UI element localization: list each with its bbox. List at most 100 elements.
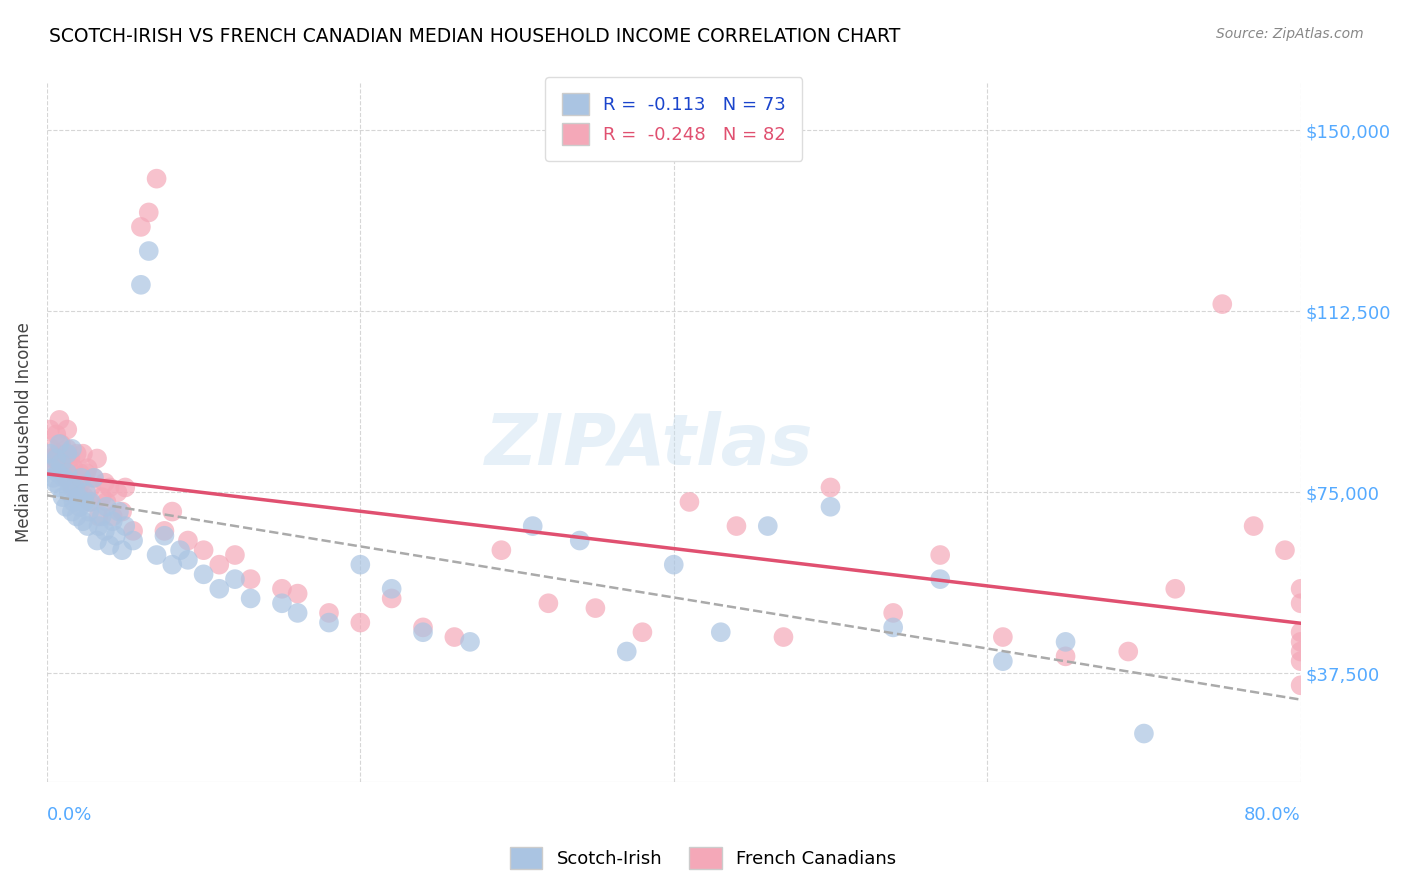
Point: [49, 437, 72, 451]
Point: [537, 596, 560, 610]
Point: [63, 471, 86, 485]
Point: [412, 625, 434, 640]
Point: [98, 538, 121, 552]
Point: [929, 548, 952, 562]
Point: [77, 505, 100, 519]
Point: [83, 471, 105, 485]
Point: [42, 471, 65, 485]
Point: [991, 654, 1014, 668]
Point: [111, 543, 134, 558]
Point: [568, 533, 591, 548]
Point: [1289, 582, 1312, 596]
Point: [177, 533, 200, 548]
Point: [162, 505, 184, 519]
Point: [583, 601, 606, 615]
Point: [44, 461, 66, 475]
Point: [86, 451, 108, 466]
Point: [138, 205, 160, 219]
Point: [1054, 635, 1077, 649]
Text: SCOTCH-IRISH VS FRENCH CANADIAN MEDIAN HOUSEHOLD INCOME CORRELATION CHART: SCOTCH-IRISH VS FRENCH CANADIAN MEDIAN H…: [49, 27, 901, 45]
Point: [616, 644, 638, 658]
Y-axis label: Median Household Income: Median Household Income: [15, 322, 32, 542]
Point: [1289, 625, 1312, 640]
Point: [60, 505, 83, 519]
Point: [56, 423, 79, 437]
Point: [1133, 726, 1156, 740]
Point: [412, 620, 434, 634]
Point: [631, 625, 654, 640]
Point: [41, 461, 63, 475]
Text: Source: ZipAtlas.com: Source: ZipAtlas.com: [1216, 27, 1364, 41]
Point: [239, 591, 262, 606]
Point: [129, 277, 152, 292]
Point: [51, 466, 73, 480]
Point: [145, 548, 167, 562]
Point: [929, 572, 952, 586]
Point: [69, 466, 91, 480]
Point: [60, 480, 83, 494]
Point: [53, 451, 76, 466]
Point: [208, 558, 231, 572]
Point: [70, 475, 93, 490]
Point: [349, 558, 371, 572]
Point: [820, 500, 842, 514]
Point: [725, 519, 748, 533]
Point: [145, 171, 167, 186]
Point: [1289, 596, 1312, 610]
Point: [208, 582, 231, 596]
Point: [1289, 644, 1312, 658]
Point: [491, 543, 513, 558]
Point: [87, 519, 110, 533]
Text: ZIPAtlas: ZIPAtlas: [485, 411, 813, 481]
Point: [83, 471, 105, 485]
Point: [46, 447, 69, 461]
Point: [73, 495, 96, 509]
Point: [101, 509, 124, 524]
Point: [42, 451, 65, 466]
Point: [59, 451, 82, 466]
Point: [1289, 654, 1312, 668]
Point: [94, 475, 117, 490]
Point: [271, 582, 294, 596]
Point: [63, 480, 86, 494]
Point: [51, 490, 73, 504]
Point: [58, 485, 80, 500]
Legend: Scotch-Irish, French Canadians: Scotch-Irish, French Canadians: [501, 838, 905, 879]
Point: [73, 490, 96, 504]
Point: [662, 558, 685, 572]
Point: [41, 442, 63, 456]
Point: [80, 495, 103, 509]
Point: [66, 447, 89, 461]
Point: [60, 442, 83, 456]
Point: [39, 423, 62, 437]
Legend: R =  -0.113   N = 73, R =  -0.248   N = 82: R = -0.113 N = 73, R = -0.248 N = 82: [546, 78, 803, 161]
Point: [162, 558, 184, 572]
Point: [129, 219, 152, 234]
Point: [58, 461, 80, 475]
Point: [1211, 297, 1233, 311]
Point: [224, 572, 246, 586]
Point: [72, 514, 94, 528]
Point: [991, 630, 1014, 644]
Point: [193, 543, 215, 558]
Point: [122, 533, 145, 548]
Point: [381, 582, 404, 596]
Point: [1054, 649, 1077, 664]
Point: [318, 606, 340, 620]
Point: [98, 480, 121, 494]
Point: [53, 471, 76, 485]
Point: [87, 509, 110, 524]
Point: [678, 495, 700, 509]
Point: [62, 495, 84, 509]
Point: [59, 475, 82, 490]
Point: [56, 442, 79, 456]
Point: [75, 466, 97, 480]
Point: [77, 495, 100, 509]
Point: [55, 471, 77, 485]
Point: [108, 505, 131, 519]
Point: [48, 480, 70, 494]
Point: [90, 490, 112, 504]
Point: [96, 500, 118, 514]
Point: [76, 519, 98, 533]
Point: [62, 461, 84, 475]
